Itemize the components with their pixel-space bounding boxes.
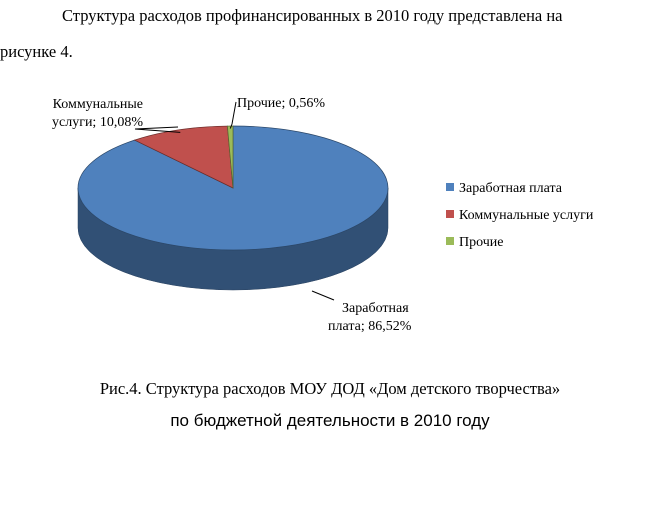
figure-caption-line2: по бюджетной деятельности в 2010 году [170,411,490,430]
intro-text-line2: рисунке 4. [0,42,73,61]
legend-swatch-2 [446,237,454,245]
data-label-1: Коммунальные услуги; 10,08% [52,97,143,130]
figure-caption-line1: Рис.4. Структура расходов МОУ ДОД «Дом д… [99,379,561,398]
data-labels: Заработная плата; 86,52% Коммунальные услуг… [52,96,412,334]
leader-line-2 [229,101,237,129]
legend-item-2: Прочие [459,235,504,250]
leader-line-0 [311,290,335,301]
pie-chart: Заработная плата; 86,52% Коммунальные услуг… [52,96,594,334]
pie-slice-1 [133,125,234,189]
legend-swatch-1 [446,210,454,218]
leader-line-1 [134,126,181,133]
pie-slice-2 [227,125,234,189]
pie-slices [77,125,389,251]
data-label-2: Прочие; 0,56% [237,96,325,111]
legend: Заработная плата Коммунальные услуги Прочи… [446,181,594,250]
leader-lines [134,101,335,301]
intro-text-line1: Структура расходов профинансированных в … [62,6,563,25]
legend-item-0: Заработная плата [459,181,563,196]
data-label-0: Заработная плата; 86,52% [328,301,412,334]
legend-swatch-0 [446,183,454,191]
legend-item-1: Коммунальные услуги [459,208,594,223]
